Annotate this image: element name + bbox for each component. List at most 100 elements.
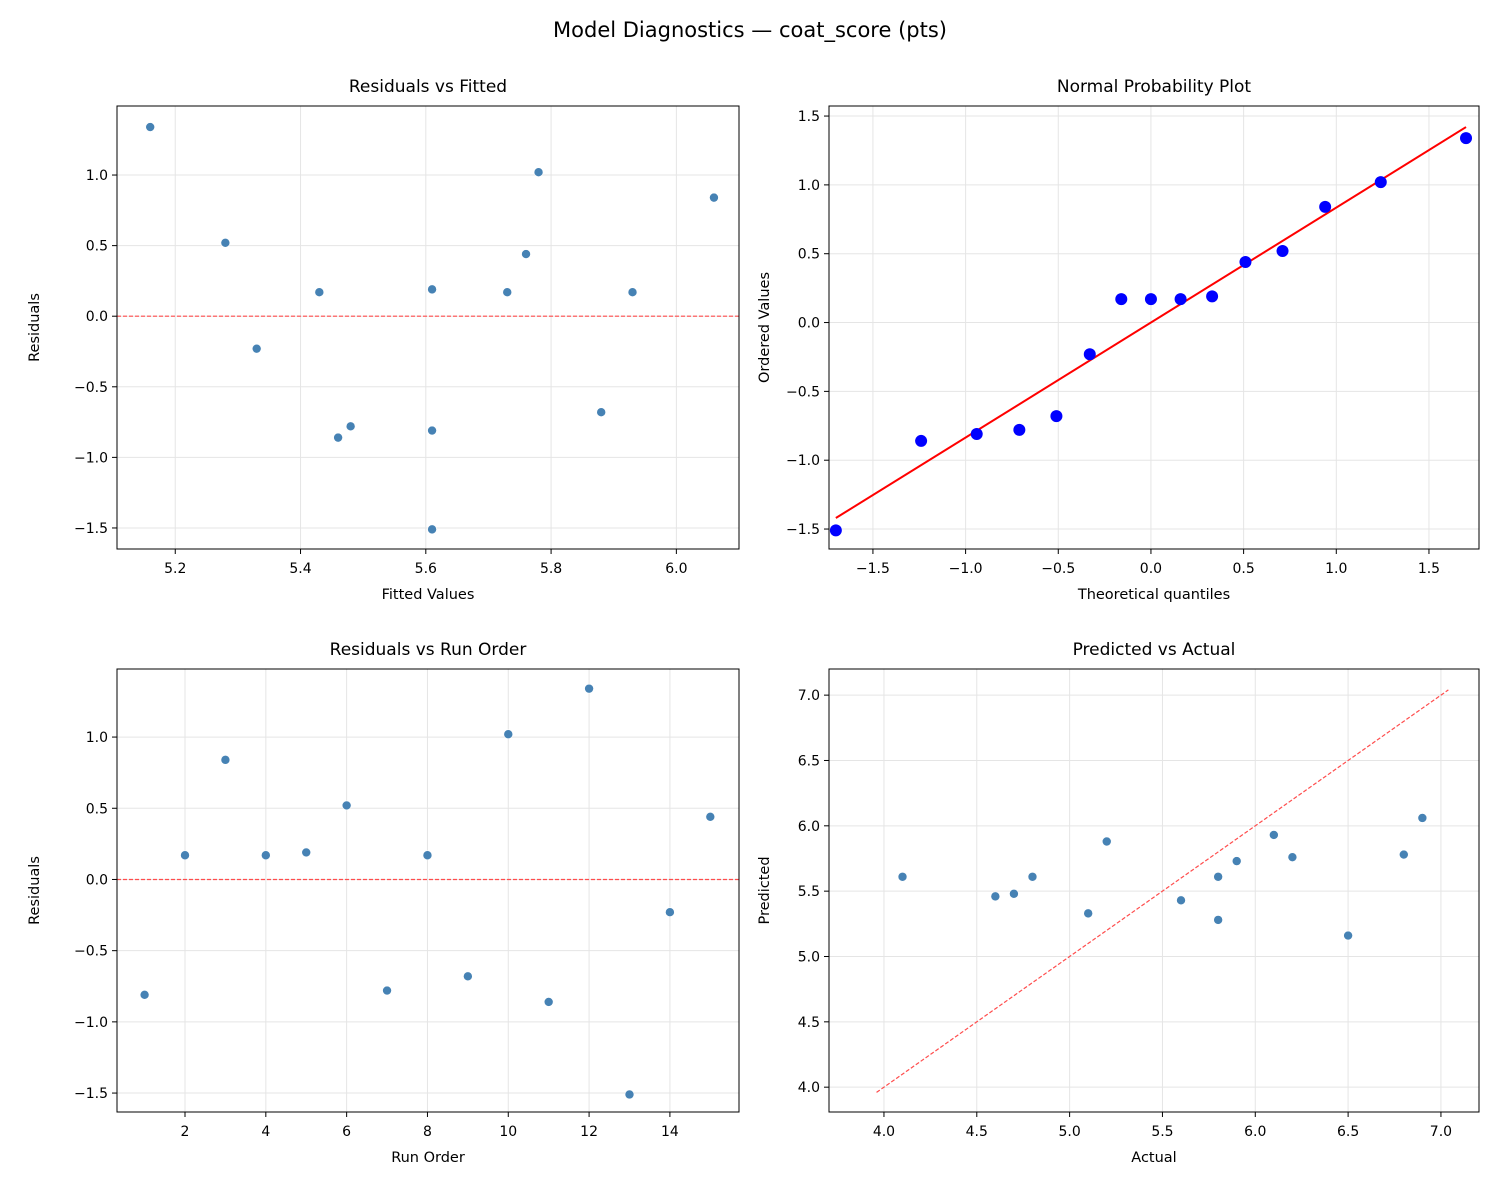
subplot-title: Normal Probability Plot <box>1057 77 1252 97</box>
data-point <box>543 997 554 1007</box>
data-point <box>1206 290 1219 303</box>
x-axis-label: Theoretical quantiles <box>1077 587 1230 603</box>
y-tick-label: 5.5 <box>798 884 820 900</box>
data-point <box>333 432 343 443</box>
x-tick-label: −1.0 <box>949 561 983 577</box>
y-tick-label: 5.0 <box>798 949 820 965</box>
subplot-3: 2 4 6 8 10 12 14 −1.5 −1.0 −0.5 0.0 0.5 1.0 Residuals… <box>27 640 740 1166</box>
data-point <box>463 971 473 982</box>
x-tick-label: 6.5 <box>1337 1124 1359 1140</box>
data-point <box>1083 908 1093 919</box>
data-point <box>301 847 312 858</box>
x-axis-label: Run Order <box>391 1150 465 1166</box>
data-point <box>1027 871 1038 882</box>
x-axis-label: Actual <box>1131 1150 1176 1166</box>
y-tick-label: 4.0 <box>798 1080 820 1096</box>
data-point <box>1231 856 1242 866</box>
data-point <box>915 434 928 447</box>
data-point <box>180 850 190 861</box>
data-point <box>382 985 392 996</box>
y-tick-label: 0.5 <box>798 247 820 263</box>
fit-line <box>835 126 1467 519</box>
data-point <box>1050 410 1063 423</box>
data-point <box>1319 200 1332 213</box>
y-tick-label: −1.0 <box>74 450 108 466</box>
figure-title: Model Diagnostics — coat_score (pts) <box>553 18 947 42</box>
data-point <box>1374 176 1387 189</box>
data-point <box>1417 813 1428 823</box>
x-tick-label: 1.0 <box>1325 561 1347 577</box>
data-point <box>584 683 594 694</box>
y-tick-label: 1.0 <box>86 730 108 746</box>
data-point <box>341 800 352 811</box>
x-tick-label: 5.2 <box>164 561 186 577</box>
y-tick-label: −1.5 <box>74 521 108 537</box>
x-tick-label: 6 <box>342 1124 351 1140</box>
y-tick-label: 7.0 <box>798 688 820 704</box>
x-tick-label: 2 <box>181 1124 190 1140</box>
data-point <box>1460 132 1473 145</box>
data-point <box>1239 255 1252 268</box>
y-axis-label: Predicted <box>757 856 773 924</box>
data-point <box>220 237 231 248</box>
y-tick-label: 0.5 <box>86 801 108 817</box>
x-tick-label: 6.0 <box>1244 1124 1266 1140</box>
y-tick-label: 1.0 <box>798 178 820 194</box>
y-tick-label: −1.0 <box>74 1015 108 1031</box>
data-point <box>1213 871 1223 882</box>
data-point <box>1269 830 1279 840</box>
x-tick-label: 4 <box>261 1124 270 1140</box>
x-tick-label: 10 <box>499 1124 517 1140</box>
subplot-title: Residuals vs Run Order <box>330 640 527 660</box>
data-point <box>596 407 606 418</box>
y-tick-label: 0.5 <box>86 239 108 255</box>
data-point <box>1343 930 1353 941</box>
x-tick-label: 4.5 <box>966 1124 988 1140</box>
y-tick-label: −1.5 <box>74 1086 108 1102</box>
data-point <box>665 907 675 918</box>
y-tick-label: 1.0 <box>86 168 108 184</box>
x-tick-label: −0.5 <box>1041 561 1075 577</box>
x-tick-label: 5.5 <box>1151 1124 1173 1140</box>
y-tick-label: 0.0 <box>86 309 108 325</box>
data-point <box>897 871 908 882</box>
data-point <box>139 990 150 1000</box>
y-tick-label: 4.5 <box>798 1015 820 1031</box>
data-point <box>1174 293 1187 306</box>
y-axis-label: Ordered Values <box>757 272 773 383</box>
y-tick-label: 0.0 <box>86 872 108 888</box>
data-point <box>502 287 513 298</box>
subplot-title: Residuals vs Fitted <box>349 77 507 97</box>
axes-frame <box>828 105 1480 550</box>
y-axis-label: Residuals <box>27 293 43 362</box>
data-point <box>261 850 271 861</box>
data-point <box>709 192 719 203</box>
x-tick-label: 1.5 <box>1418 561 1440 577</box>
data-point <box>427 284 437 295</box>
data-point <box>427 524 437 535</box>
data-point <box>533 167 544 178</box>
axes-frame <box>116 105 740 550</box>
axes-frame <box>116 668 740 1113</box>
data-point <box>1176 895 1186 906</box>
data-point <box>427 425 437 436</box>
data-point <box>1083 348 1096 361</box>
x-tick-label: 5.8 <box>540 561 562 577</box>
x-tick-label: 0.5 <box>1232 561 1254 577</box>
y-tick-label: 1.5 <box>798 109 820 125</box>
x-tick-label: 0.0 <box>1140 561 1162 577</box>
axes-frame <box>828 668 1480 1113</box>
data-point <box>1101 836 1112 847</box>
data-point <box>345 421 356 432</box>
x-tick-label: 4.0 <box>873 1124 895 1140</box>
x-tick-label: 14 <box>661 1124 679 1140</box>
data-point <box>521 249 531 259</box>
y-tick-label: −0.5 <box>786 384 820 400</box>
x-tick-label: 5.6 <box>415 561 437 577</box>
y-tick-label: 6.0 <box>798 819 820 835</box>
subplot-title: Predicted vs Actual <box>1073 640 1236 660</box>
y-tick-label: −0.5 <box>74 380 108 396</box>
data-point <box>1013 423 1026 436</box>
x-tick-label: 5.4 <box>289 561 311 577</box>
